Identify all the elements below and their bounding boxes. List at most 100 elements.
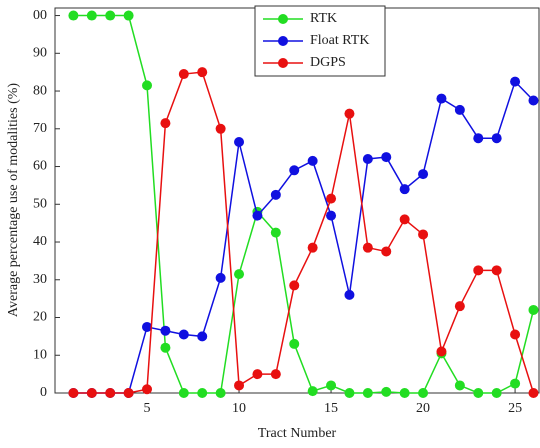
data-point <box>344 289 355 300</box>
data-point <box>142 384 153 395</box>
y-tick-label: 10 <box>33 347 47 362</box>
y-tick-label: 90 <box>33 46 47 61</box>
data-point <box>528 95 539 106</box>
data-point <box>123 10 134 21</box>
y-tick-label: 70 <box>33 121 47 136</box>
data-point <box>234 380 245 391</box>
data-point <box>215 272 226 283</box>
data-point <box>86 10 97 21</box>
series-line <box>73 80 535 394</box>
data-point <box>326 210 337 221</box>
data-point <box>178 388 189 398</box>
data-point <box>362 153 373 164</box>
data-point <box>160 342 171 353</box>
data-point <box>289 165 300 176</box>
data-point <box>307 386 318 397</box>
legend-marker <box>278 14 288 24</box>
x-tick-label: 5 <box>144 401 151 416</box>
data-point <box>510 76 521 87</box>
data-point <box>270 189 281 200</box>
data-point <box>160 118 171 129</box>
legend-label: Float RTK <box>310 33 369 48</box>
data-point <box>491 265 502 276</box>
data-point <box>270 227 281 238</box>
data-point <box>528 304 539 315</box>
data-point <box>454 104 465 115</box>
data-point <box>86 388 97 398</box>
data-point <box>197 388 208 398</box>
data-point <box>381 152 392 163</box>
data-point <box>362 388 373 398</box>
y-tick-label: 80 <box>33 83 47 98</box>
data-point <box>142 80 153 91</box>
data-point <box>270 369 281 380</box>
data-point <box>178 329 189 340</box>
data-point <box>326 193 337 204</box>
series-line <box>73 14 535 394</box>
data-point <box>399 214 410 225</box>
series-line <box>73 71 535 394</box>
x-tick-label: 20 <box>416 401 430 416</box>
data-point <box>252 369 263 380</box>
x-axis-label: Tract Number <box>258 426 337 441</box>
data-point <box>491 133 502 144</box>
data-point <box>215 388 226 398</box>
y-tick-label: 00 <box>33 8 47 23</box>
data-point <box>510 378 521 389</box>
data-point <box>510 329 521 340</box>
y-tick-label: 30 <box>33 272 47 287</box>
data-point <box>491 388 502 398</box>
legend-marker <box>278 36 288 46</box>
data-point <box>381 386 392 397</box>
legend-label: DGPS <box>310 55 346 70</box>
data-point <box>399 184 410 195</box>
data-point <box>473 388 484 398</box>
data-point <box>123 388 134 398</box>
data-point <box>252 210 263 221</box>
legend-marker <box>278 58 288 68</box>
data-point <box>197 331 208 342</box>
data-point <box>160 325 171 336</box>
data-point <box>473 133 484 144</box>
data-point <box>68 388 79 398</box>
data-point <box>142 321 153 332</box>
x-tick-label: 15 <box>324 401 338 416</box>
data-point <box>344 108 355 119</box>
data-point <box>326 380 337 391</box>
data-point <box>178 69 189 80</box>
data-point <box>289 338 300 349</box>
y-tick-label: 60 <box>33 159 47 174</box>
data-point <box>105 388 116 398</box>
data-point <box>105 10 116 21</box>
data-point <box>436 93 447 104</box>
data-point <box>234 269 245 280</box>
data-point <box>436 346 447 357</box>
x-tick-label: 10 <box>232 401 246 416</box>
data-point <box>215 123 226 134</box>
data-point <box>362 242 373 253</box>
data-point <box>68 10 79 21</box>
y-tick-label: 20 <box>33 310 47 325</box>
data-point <box>381 246 392 257</box>
data-point <box>197 67 208 78</box>
y-tick-label: 40 <box>33 234 47 249</box>
x-tick-label: 25 <box>508 401 522 416</box>
data-point <box>454 380 465 391</box>
data-point <box>399 388 410 398</box>
data-point <box>344 388 355 398</box>
data-point <box>234 136 245 147</box>
data-point <box>418 229 429 240</box>
legend-label: RTK <box>310 11 337 26</box>
data-point <box>289 280 300 291</box>
data-point <box>528 388 539 398</box>
data-point <box>418 169 429 180</box>
y-axis-label: Average percentage use of modalities (%) <box>6 83 21 317</box>
data-point <box>418 388 429 398</box>
y-tick-label: 50 <box>33 196 47 211</box>
data-point <box>454 301 465 312</box>
data-point <box>307 242 318 253</box>
data-point <box>307 155 318 166</box>
y-tick-label: 0 <box>40 385 47 400</box>
data-point <box>473 265 484 276</box>
